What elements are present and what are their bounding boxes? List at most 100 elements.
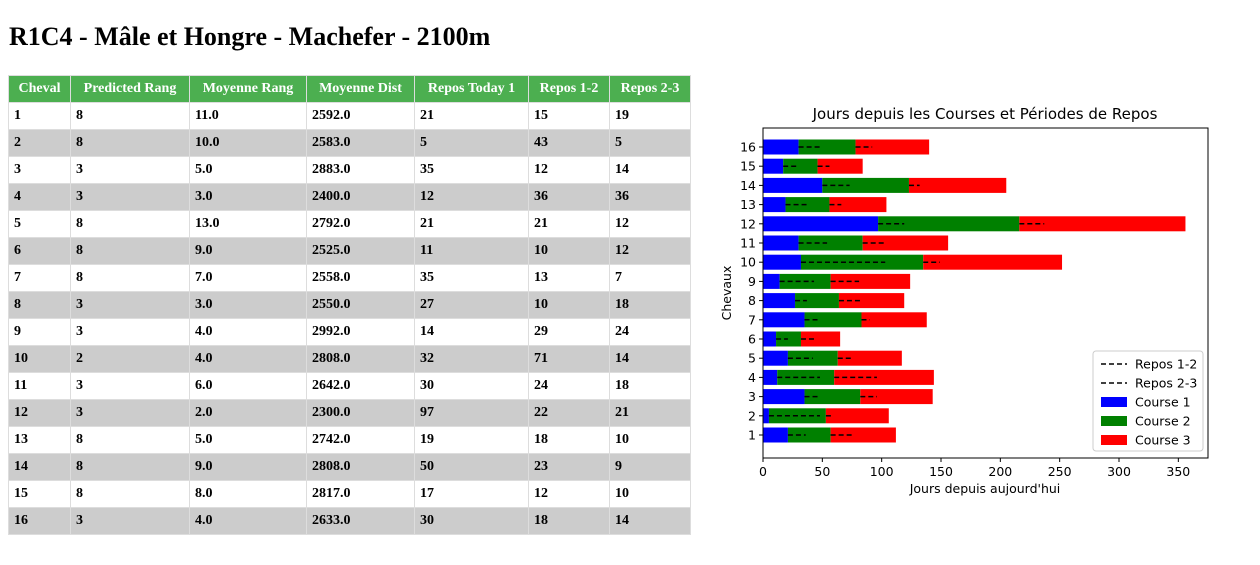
table-cell: 30 (414, 507, 529, 535)
table-cell: 3.0 (189, 291, 307, 319)
table-cell: 4.0 (189, 507, 307, 535)
bar-course-3 (1019, 216, 1186, 232)
table-header-cell: Cheval (8, 75, 71, 103)
table-cell: 2550.0 (306, 291, 415, 319)
table-row: 2 8 10.0 2583.0 5 43 5 (8, 129, 691, 157)
table-cell: 9 (609, 453, 691, 481)
table-cell: 11 (8, 372, 71, 400)
table-cell: 8 (8, 291, 71, 319)
table-cell: 2808.0 (306, 453, 415, 481)
chart-rest-lines (768, 146, 1045, 436)
table-cell: 32 (414, 345, 529, 373)
table-row: 9 3 4.0 2992.0 14 29 24 (8, 318, 691, 346)
bar-course-1 (763, 350, 788, 366)
y-tick-label: 12 (740, 216, 756, 231)
y-tick-label: 11 (740, 236, 756, 251)
table-cell: 36 (609, 183, 691, 211)
chart-legend: Repos 1-2 Repos 2-3 Course 1 Course 2 Course… (1092, 350, 1204, 452)
table-cell: 8 (70, 102, 190, 130)
table-cell: 8 (70, 480, 190, 508)
table-cell: 7 (8, 264, 71, 292)
table-cell: 3 (70, 318, 190, 346)
table-cell: 5 (8, 210, 71, 238)
y-tick-label: 6 (748, 332, 756, 347)
bar-course-1 (763, 293, 796, 309)
table-cell: 10.0 (189, 129, 307, 157)
y-tick-label: 5 (748, 351, 756, 366)
x-axis-label: Jours depuis aujourd'hui (909, 481, 1061, 496)
legend-label: Course 3 (1135, 433, 1191, 448)
table-row: 13 8 5.0 2742.0 19 18 10 (8, 426, 691, 454)
legend-label: Repos 2-3 (1135, 376, 1197, 391)
y-tick-label: 3 (748, 389, 756, 404)
table-cell: 10 (609, 426, 691, 454)
table-cell: 21 (609, 399, 691, 427)
table-cell: 2592.0 (306, 102, 415, 130)
table-cell: 14 (609, 345, 691, 373)
table-cell: 12 (528, 156, 610, 184)
horses-table: Cheval Predicted Rang Moyenne Rang Moyenne … (8, 75, 691, 535)
table-cell: 2742.0 (306, 426, 415, 454)
table-cell: 18 (609, 291, 691, 319)
table-cell: 5 (414, 129, 529, 157)
table-cell: 21 (414, 102, 529, 130)
table-cell: 14 (414, 318, 529, 346)
y-tick-label: 4 (748, 370, 756, 385)
x-axis: 0 50 100 150 200 250 300 350 (759, 458, 1190, 479)
table-cell: 5 (609, 129, 691, 157)
table-cell: 19 (609, 102, 691, 130)
table-cell: 7.0 (189, 264, 307, 292)
table-row: 16 3 4.0 2633.0 30 18 14 (8, 507, 691, 535)
chart-title: Jours depuis les Courses et Périodes de … (812, 105, 1158, 123)
bar-course-3 (817, 158, 863, 174)
table-cell: 21 (528, 210, 610, 238)
bar-course-1 (763, 312, 805, 328)
table-row: 15 8 8.0 2817.0 17 12 10 (8, 480, 691, 508)
table-cell: 3 (8, 156, 71, 184)
table-cell: 24 (528, 372, 610, 400)
table-cell: 18 (528, 426, 610, 454)
table-cell: 14 (609, 507, 691, 535)
table-cell: 16 (8, 507, 71, 535)
table-cell: 17 (414, 480, 529, 508)
bar-course-3 (861, 312, 927, 328)
table-row: 14 8 9.0 2808.0 50 23 9 (8, 453, 691, 481)
table-cell: 8.0 (189, 480, 307, 508)
bar-course-1 (763, 235, 799, 251)
table-row: 3 3 5.0 2883.0 35 12 14 (8, 156, 691, 184)
bar-course-1 (763, 216, 879, 232)
bar-course-1 (763, 408, 769, 424)
table-cell: 35 (414, 156, 529, 184)
table-cell: 2 (70, 345, 190, 373)
table-cell: 4.0 (189, 345, 307, 373)
table-cell: 5.0 (189, 426, 307, 454)
table-cell: 2400.0 (306, 183, 415, 211)
table-header-cell: Repos 1-2 (528, 75, 610, 103)
bar-course-3 (862, 235, 949, 251)
table-cell: 8 (70, 210, 190, 238)
table-cell: 2792.0 (306, 210, 415, 238)
bar-course-3 (860, 389, 933, 405)
table-cell: 3 (70, 156, 190, 184)
page-title: R1C4 - Mâle et Hongre - Machefer - 2100m (9, 22, 491, 51)
table-cell: 10 (528, 237, 610, 265)
table-cell: 2.0 (189, 399, 307, 427)
bar-course-3 (825, 408, 889, 424)
table-cell: 97 (414, 399, 529, 427)
bar-course-3 (923, 254, 1063, 270)
table-cell: 30 (414, 372, 529, 400)
bar-course-1 (763, 254, 801, 270)
legend-color-patch (1101, 435, 1127, 445)
table-cell: 8 (70, 426, 190, 454)
plot-frame (762, 127, 1209, 459)
table-cell: 50 (414, 453, 529, 481)
table-cell: 18 (528, 507, 610, 535)
bar-course-3 (800, 331, 841, 347)
table-cell: 2992.0 (306, 318, 415, 346)
y-tick-label: 10 (740, 255, 756, 270)
table-header-cell: Moyenne Dist (306, 75, 415, 103)
x-tick-label: 300 (1107, 464, 1131, 479)
table-cell: 13 (528, 264, 610, 292)
bar-course-2 (787, 427, 831, 443)
